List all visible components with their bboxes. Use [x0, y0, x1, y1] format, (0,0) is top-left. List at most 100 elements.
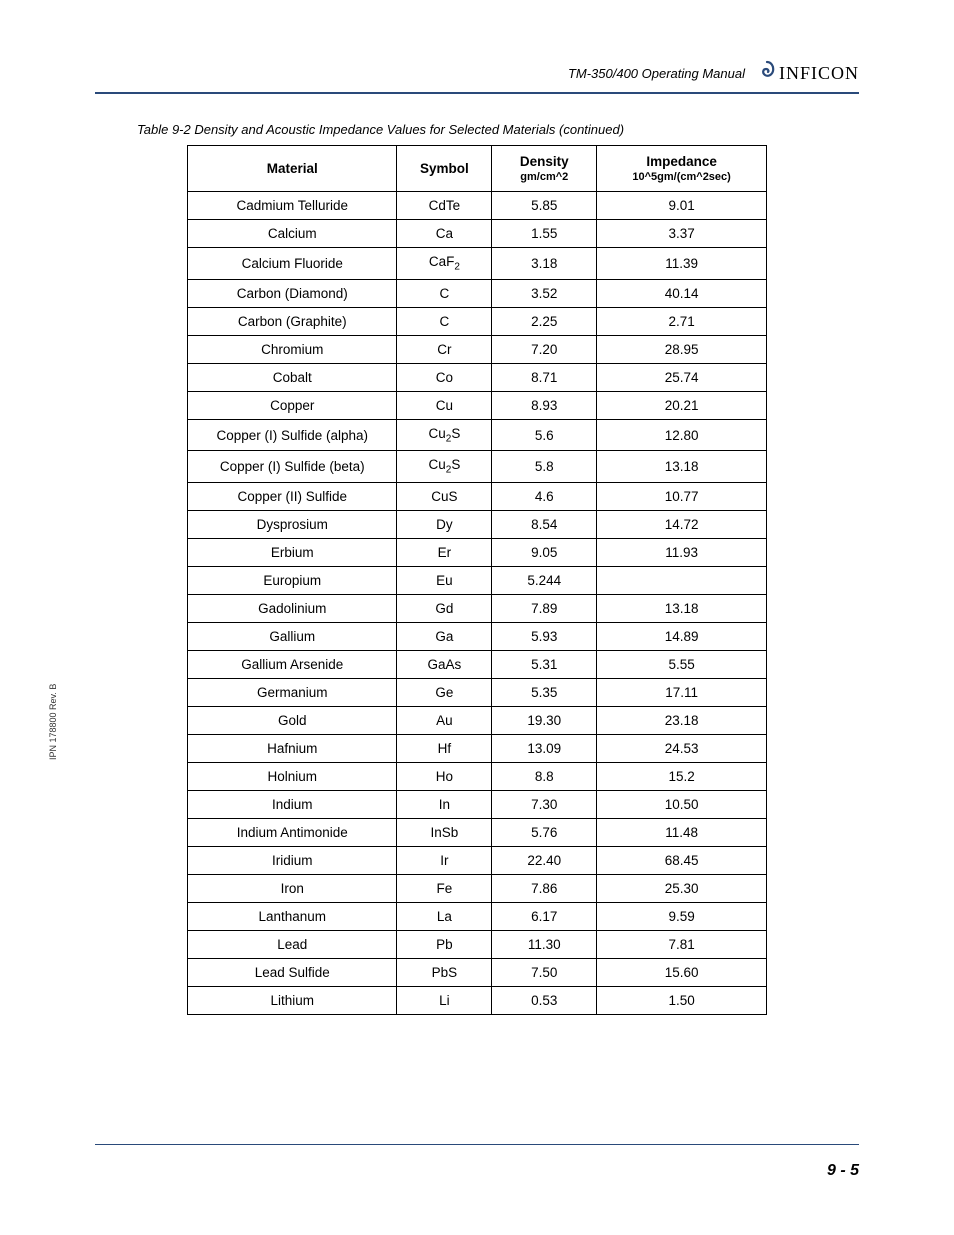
cell-material: Erbium — [188, 539, 397, 567]
cell-symbol: Ir — [397, 847, 492, 875]
cell-density: 5.244 — [492, 567, 597, 595]
cell-symbol: C — [397, 307, 492, 335]
cell-impedance: 13.18 — [597, 451, 767, 483]
cell-density: 0.53 — [492, 987, 597, 1015]
cell-impedance: 3.37 — [597, 220, 767, 248]
cell-material: Cobalt — [188, 363, 397, 391]
table-row: Indium AntimonideInSb5.7611.48 — [188, 819, 767, 847]
table-row: Copper (II) SulfideCuS4.610.77 — [188, 483, 767, 511]
cell-impedance: 2.71 — [597, 307, 767, 335]
cell-material: Hafnium — [188, 735, 397, 763]
cell-symbol: Pb — [397, 931, 492, 959]
table-row: Copper (I) Sulfide (beta)Cu2S5.813.18 — [188, 451, 767, 483]
table-row: Carbon (Graphite)C2.252.71 — [188, 307, 767, 335]
cell-density: 5.6 — [492, 419, 597, 451]
cell-symbol: Ge — [397, 679, 492, 707]
cell-impedance: 1.50 — [597, 987, 767, 1015]
cell-material: Gallium Arsenide — [188, 651, 397, 679]
cell-symbol: La — [397, 903, 492, 931]
cell-density: 13.09 — [492, 735, 597, 763]
cell-symbol: Cu — [397, 391, 492, 419]
cell-impedance: 9.59 — [597, 903, 767, 931]
page-header: TM-350/400 Operating Manual INFICON — [95, 60, 859, 86]
cell-symbol: Co — [397, 363, 492, 391]
cell-density: 8.71 — [492, 363, 597, 391]
cell-material: Indium — [188, 791, 397, 819]
cell-density: 5.93 — [492, 623, 597, 651]
cell-density: 5.8 — [492, 451, 597, 483]
cell-impedance: 14.72 — [597, 511, 767, 539]
cell-impedance: 11.48 — [597, 819, 767, 847]
cell-impedance: 25.30 — [597, 875, 767, 903]
cell-density: 8.54 — [492, 511, 597, 539]
cell-symbol: Hf — [397, 735, 492, 763]
table-row: CobaltCo8.7125.74 — [188, 363, 767, 391]
cell-symbol: Dy — [397, 511, 492, 539]
cell-impedance: 24.53 — [597, 735, 767, 763]
cell-symbol: Au — [397, 707, 492, 735]
cell-impedance: 7.81 — [597, 931, 767, 959]
cell-material: Copper — [188, 391, 397, 419]
cell-density: 4.6 — [492, 483, 597, 511]
cell-impedance: 13.18 — [597, 595, 767, 623]
table-body: Cadmium TellurideCdTe5.859.01CalciumCa1.… — [188, 192, 767, 1015]
table-row: ErbiumEr9.0511.93 — [188, 539, 767, 567]
cell-impedance — [597, 567, 767, 595]
cell-impedance: 23.18 — [597, 707, 767, 735]
cell-density: 8.8 — [492, 763, 597, 791]
table-row: GalliumGa5.9314.89 — [188, 623, 767, 651]
cell-material: Gadolinium — [188, 595, 397, 623]
cell-material: Lanthanum — [188, 903, 397, 931]
cell-material: Carbon (Diamond) — [188, 279, 397, 307]
table-row: LithiumLi0.531.50 — [188, 987, 767, 1015]
cell-density: 5.35 — [492, 679, 597, 707]
cell-impedance: 11.39 — [597, 248, 767, 280]
cell-density: 7.86 — [492, 875, 597, 903]
cell-symbol: Ho — [397, 763, 492, 791]
cell-impedance: 25.74 — [597, 363, 767, 391]
swirl-icon — [757, 60, 777, 86]
cell-density: 5.31 — [492, 651, 597, 679]
cell-material: Calcium — [188, 220, 397, 248]
cell-symbol: CaF2 — [397, 248, 492, 280]
table-row: IndiumIn7.3010.50 — [188, 791, 767, 819]
side-note: IPN 178800 Rev. B — [48, 684, 58, 760]
cell-impedance: 12.80 — [597, 419, 767, 451]
brand-logo: INFICON — [757, 60, 859, 86]
cell-impedance: 15.60 — [597, 959, 767, 987]
cell-material: Gallium — [188, 623, 397, 651]
cell-density: 7.89 — [492, 595, 597, 623]
table-row: ChromiumCr7.2028.95 — [188, 335, 767, 363]
impedance-unit: 10^5gm/(cm^2sec) — [607, 171, 756, 183]
cell-density: 7.20 — [492, 335, 597, 363]
cell-density: 22.40 — [492, 847, 597, 875]
cell-impedance: 14.89 — [597, 623, 767, 651]
cell-symbol: Cu2S — [397, 419, 492, 451]
cell-material: Dysprosium — [188, 511, 397, 539]
cell-density: 2.25 — [492, 307, 597, 335]
cell-impedance: 28.95 — [597, 335, 767, 363]
cell-material: Indium Antimonide — [188, 819, 397, 847]
cell-material: Iron — [188, 875, 397, 903]
table-row: LeadPb11.307.81 — [188, 931, 767, 959]
cell-material: Calcium Fluoride — [188, 248, 397, 280]
cell-impedance: 5.55 — [597, 651, 767, 679]
table-row: GoldAu19.3023.18 — [188, 707, 767, 735]
table-row: Lead SulfidePbS7.5015.60 — [188, 959, 767, 987]
cell-density: 9.05 — [492, 539, 597, 567]
page-number: 9 - 5 — [827, 1162, 859, 1180]
col-header-material: Material — [188, 146, 397, 192]
cell-density: 3.18 — [492, 248, 597, 280]
table-row: GermaniumGe5.3517.11 — [188, 679, 767, 707]
cell-symbol: InSb — [397, 819, 492, 847]
table-row: HolniumHo8.815.2 — [188, 763, 767, 791]
cell-density: 5.85 — [492, 192, 597, 220]
table-row: CopperCu8.9320.21 — [188, 391, 767, 419]
density-label: Density — [520, 154, 569, 169]
cell-symbol: Er — [397, 539, 492, 567]
footer-divider — [95, 1144, 859, 1145]
cell-material: Cadmium Telluride — [188, 192, 397, 220]
manual-title: TM-350/400 Operating Manual — [568, 66, 745, 81]
cell-material: Lithium — [188, 987, 397, 1015]
table-row: Gallium ArsenideGaAs5.315.55 — [188, 651, 767, 679]
